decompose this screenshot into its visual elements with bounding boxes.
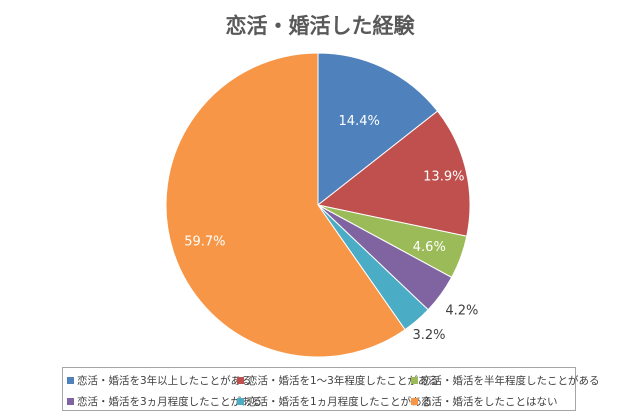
data-label: 14.4% [339,114,380,129]
legend-swatch [411,377,418,384]
legend-swatch [237,398,244,405]
legend-item: 恋活・婚活をしたことはない [411,394,558,409]
legend-label: 恋活・婚活を3ヵ月程度したことがある [77,396,263,408]
legend-item: 恋活・婚活を3年以上したことがある [67,373,252,388]
legend-item: 恋活・婚活を1ヵ月程度したことがある [237,394,432,409]
legend-label: 恋活・婚活を1ヵ月程度したことがある [247,396,433,408]
legend: 恋活・婚活を3年以上したことがある 恋活・婚活を1～3年程度したことがある 恋活・婚… [62,367,600,411]
data-label: 4.2% [445,304,478,319]
legend-swatch [67,398,74,405]
data-label: 4.6% [413,240,446,255]
legend-label: 恋活・婚活を1～3年程度したことがある [247,375,439,387]
pie-slice [317,52,439,207]
legend-swatch [237,377,244,384]
legend-item: 恋活・婚活を3ヵ月程度したことがある [67,394,262,409]
pie-slice [165,52,406,358]
legend-label: 恋活・婚活をしたことはない [421,396,558,408]
chart-title: 恋活・婚活した経験 [225,14,415,38]
legend-swatch [67,377,74,384]
legend-item: 恋活・婚活を半年程度したことがある [411,373,600,388]
data-label: 13.9% [423,170,464,185]
legend-item: 恋活・婚活を1～3年程度したことがある [237,373,439,388]
legend-label: 恋活・婚活を3年以上したことがある [77,375,252,387]
legend-swatch [411,398,418,405]
data-label: 3.2% [412,328,445,343]
data-label: 59.7% [184,235,225,250]
pie-slice [316,110,471,237]
legend-label: 恋活・婚活を半年程度したことがある [421,375,600,387]
